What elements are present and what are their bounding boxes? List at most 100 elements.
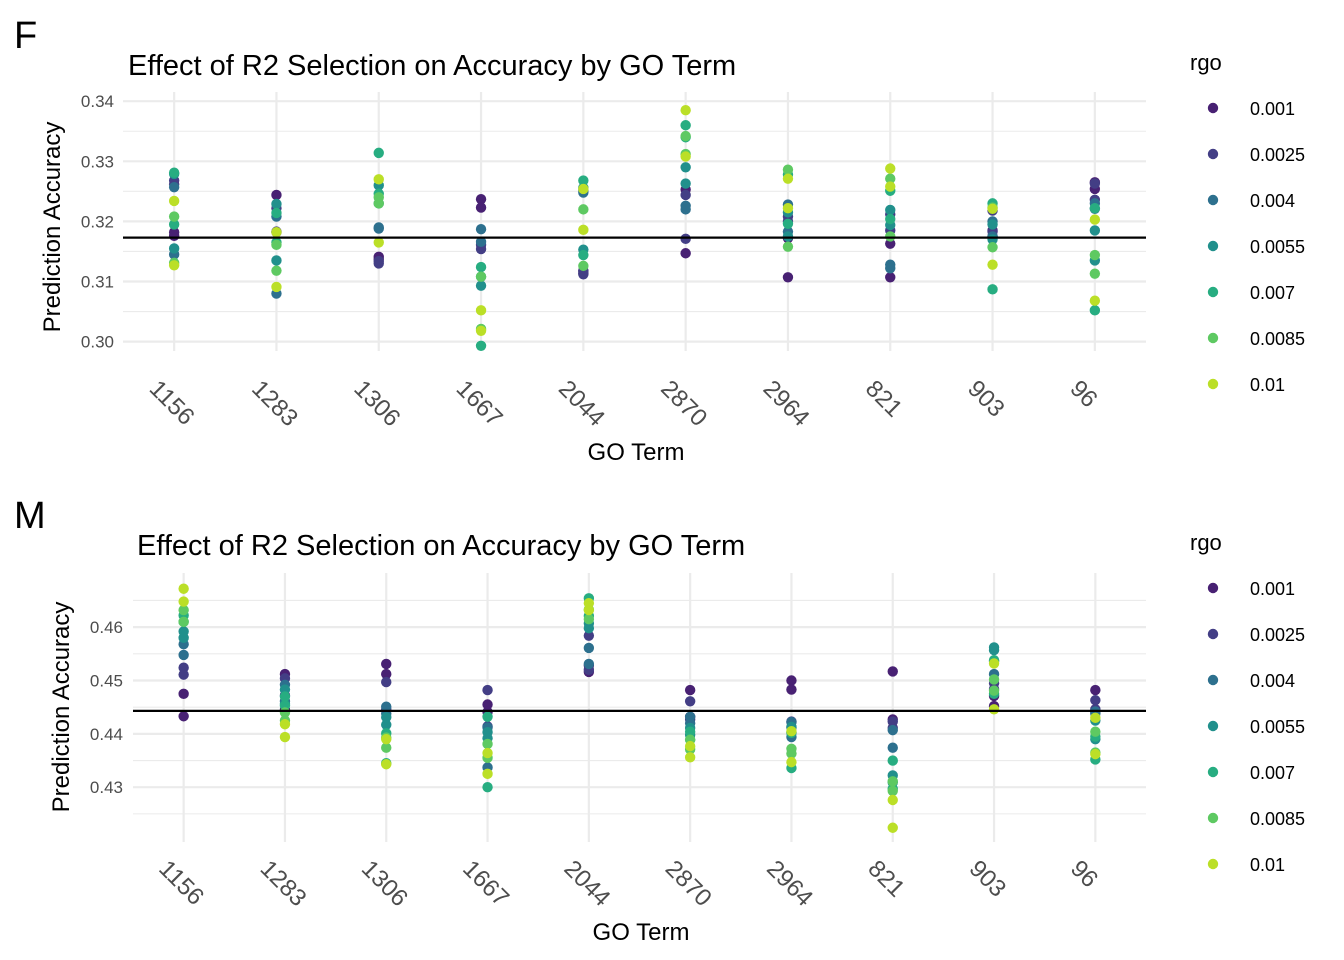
legend-label: 0.007 (1250, 283, 1295, 303)
data-point (271, 207, 282, 219)
y-tick-label: 0.33 (81, 152, 114, 171)
legend-key (1207, 812, 1219, 824)
panel-label: M (14, 495, 46, 537)
data-point (178, 626, 189, 637)
data-point (381, 759, 392, 770)
panel-label: F (14, 15, 37, 57)
x-tick-label: 1667 (457, 855, 514, 912)
legend-label: 0.0085 (1250, 809, 1305, 829)
data-point (988, 704, 1000, 715)
data-point (178, 604, 189, 616)
data-point (680, 130, 691, 142)
data-point (885, 231, 896, 242)
data-point (373, 192, 384, 203)
data-point (373, 174, 384, 185)
data-point (1090, 695, 1101, 706)
plot-area: 0.30 0.31 0.32 0.33 0.34 1156 1283 1306 1667 204… (81, 92, 1146, 432)
data-point (887, 742, 898, 753)
data-point (988, 658, 1000, 669)
x-tick-label: 1306 (356, 855, 413, 912)
grid-minor (123, 130, 1146, 313)
data-point (680, 248, 691, 259)
data-point (381, 668, 392, 680)
data-point (381, 712, 392, 723)
data-point (885, 204, 896, 216)
data-point (381, 658, 392, 670)
data-point (168, 219, 180, 230)
x-tick-label: 821 (860, 375, 907, 422)
legend-title: rgo (1190, 50, 1222, 75)
data-point (1089, 249, 1101, 261)
legend-label: 0.01 (1250, 375, 1285, 395)
legend-items: 0.001 0.0025 0.004 0.0055 0.007 0.0085 0.01 (1207, 579, 1305, 875)
data-point (887, 666, 898, 677)
plot-area: 0.43 0.44 0.45 0.46 1156 1283 1306 1667 2044 287… (90, 573, 1146, 912)
y-axis-ticks: 0.43 0.44 0.45 0.46 (90, 618, 123, 797)
legend-label: 0.0055 (1250, 237, 1305, 257)
x-tick-label: 96 (1065, 855, 1103, 893)
x-tick-label: 903 (964, 855, 1011, 902)
data-point (1089, 225, 1101, 236)
data-point (578, 260, 589, 272)
data-point (680, 105, 691, 116)
legend: rgo 0.0010.00250.0040.00550.0070.00850.0… (1190, 50, 1305, 395)
data-point (578, 183, 589, 195)
legend-items: 0.001 0.0025 0.004 0.0055 0.007 0.0085 0.01 (1207, 99, 1305, 395)
data-point (373, 222, 384, 233)
data-point (482, 738, 493, 750)
data-point (583, 630, 595, 641)
data-point (178, 669, 189, 680)
data-point (1089, 268, 1101, 279)
data-point (475, 202, 487, 213)
data-point (279, 691, 291, 702)
data-point (168, 195, 180, 207)
data-point (987, 219, 998, 230)
data-point (885, 163, 896, 174)
data-point (475, 224, 487, 235)
data-point (786, 675, 797, 686)
data-point (373, 237, 384, 248)
data-point (1089, 202, 1101, 214)
legend-key (1207, 766, 1219, 778)
y-tick-label: 0.34 (81, 92, 114, 111)
data-point (482, 782, 493, 793)
data-point (168, 167, 180, 178)
data-point (885, 213, 896, 225)
y-tick-label: 0.43 (90, 778, 123, 797)
data-point (271, 227, 282, 238)
y-tick-label: 0.31 (81, 273, 114, 292)
data-point (987, 203, 998, 214)
x-tick-label: 2044 (553, 375, 610, 432)
x-tick-label: 2964 (758, 375, 815, 432)
legend-label: 0.007 (1250, 763, 1295, 783)
y-axis-title: Prediction Accuracy (39, 122, 66, 333)
data-point (578, 249, 589, 261)
y-tick-label: 0.46 (90, 618, 123, 637)
x-tick-label: 96 (1065, 375, 1103, 413)
legend-key (1207, 720, 1219, 732)
legend-key (1207, 148, 1219, 160)
x-tick-label: 1156 (144, 375, 200, 431)
data-point (583, 623, 595, 634)
data-point (680, 120, 691, 131)
legend-label: 0.004 (1250, 191, 1295, 211)
legend-key (1207, 102, 1219, 114)
data-point (168, 260, 180, 271)
data-point (1090, 712, 1101, 724)
data-point (279, 719, 291, 730)
x-tick-label: 2964 (761, 855, 818, 912)
data-point (381, 719, 392, 730)
data-point (680, 233, 691, 245)
legend-key (1207, 858, 1219, 870)
data-point (475, 280, 487, 291)
data-point (680, 189, 691, 201)
data-point (680, 178, 691, 189)
data-point (475, 305, 487, 316)
data-point (271, 265, 282, 276)
data-point (578, 204, 589, 215)
legend-key (1207, 378, 1219, 390)
data-point (1090, 726, 1101, 737)
data-point (482, 684, 493, 696)
data-point (168, 243, 180, 254)
x-tick-label: 1667 (451, 375, 508, 432)
